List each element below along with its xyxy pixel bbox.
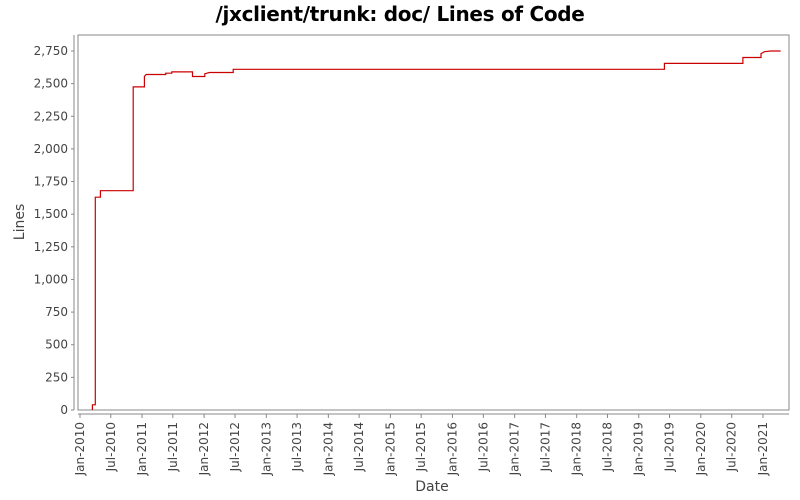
y-tick-label: 2,750 <box>34 44 68 58</box>
plot-border <box>77 34 790 411</box>
x-tick-label: Jan-2015 <box>383 422 397 476</box>
data-series <box>91 50 781 410</box>
x-tick-label: Jan-2017 <box>508 422 522 476</box>
x-tick-label: Jul-2014 <box>352 422 366 472</box>
plot-area <box>77 34 790 411</box>
y-tick-label: 0 <box>60 403 68 417</box>
x-tick-label: Jan-2019 <box>632 422 646 476</box>
lines-of-code-line <box>91 50 781 410</box>
x-tick-label: Jul-2011 <box>166 422 180 472</box>
y-tick-label: 750 <box>45 305 68 319</box>
x-tick-label: Jan-2012 <box>197 422 211 476</box>
x-axis: Jan-2010 Jul-2010 Jan-2011 Jul-2011 Jan-2012… <box>73 413 789 476</box>
y-axis-title: Lines <box>12 204 28 240</box>
y-tick-label: 1,250 <box>34 240 68 254</box>
chart-title: /jxclient/trunk: doc/ Lines of Code <box>215 2 585 26</box>
x-tick-label: Jan-2014 <box>321 422 335 476</box>
x-tick-label: Jul-2015 <box>414 422 428 472</box>
x-tick-label: Jul-2019 <box>663 422 677 472</box>
x-axis-title: Date <box>415 479 448 495</box>
y-tick-label: 2,250 <box>34 109 68 123</box>
y-tick-label: 250 <box>45 370 68 384</box>
x-tick-label: Jul-2018 <box>600 422 614 472</box>
y-tick-label: 1,000 <box>34 272 68 286</box>
y-axis: 0 250 500 750 1,000 1,250 1,500 1,750 2,000 2,250… <box>34 35 75 417</box>
x-tick-label: Jul-2012 <box>228 422 242 472</box>
y-tick-label: 1,500 <box>34 207 68 221</box>
x-tick-label: Jul-2013 <box>290 422 304 472</box>
x-tick-label: Jan-2013 <box>259 422 273 476</box>
x-tick-label: Jul-2016 <box>476 422 490 472</box>
x-tick-label: Jan-2011 <box>135 422 149 476</box>
y-tick-label: 2,500 <box>34 77 68 91</box>
y-tick-label: 500 <box>45 338 68 352</box>
y-tick-label: 2,000 <box>34 142 68 156</box>
x-tick-label: Jan-2016 <box>445 422 459 476</box>
x-tick-label: Jul-2010 <box>104 422 118 472</box>
x-tick-label: Jul-2020 <box>725 422 739 472</box>
x-tick-label: Jan-2020 <box>694 422 708 476</box>
x-tick-label: Jan-2010 <box>73 422 87 476</box>
x-tick-label: Jan-2021 <box>756 422 770 476</box>
x-tick-label: Jul-2017 <box>538 422 552 472</box>
x-tick-label: Jan-2018 <box>570 422 584 476</box>
y-tick-label: 1,750 <box>34 175 68 189</box>
